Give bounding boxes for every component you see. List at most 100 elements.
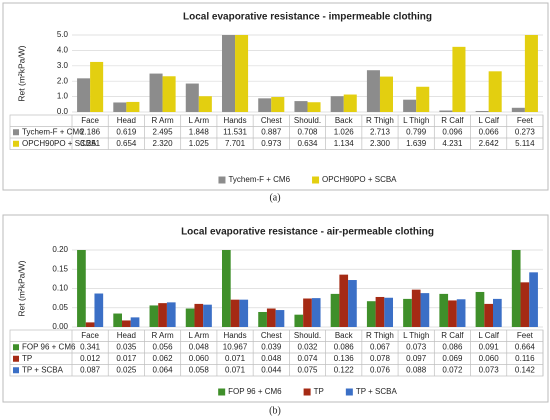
bar xyxy=(456,299,466,327)
table-value: 11.531 xyxy=(223,127,247,136)
x-tick-label: Should. xyxy=(294,116,321,125)
bar xyxy=(511,107,525,112)
x-tick-label: R Calf xyxy=(441,116,464,125)
table-value: 2.495 xyxy=(153,127,174,136)
table-series-name: TP xyxy=(22,354,32,363)
table-value: 0.799 xyxy=(406,127,427,136)
bar xyxy=(158,303,167,327)
table-value: 0.072 xyxy=(442,365,463,374)
bar xyxy=(343,94,357,112)
bar xyxy=(493,298,502,327)
bar xyxy=(375,296,385,327)
plot xyxy=(77,35,538,112)
table-value: 0.664 xyxy=(515,342,536,351)
bar xyxy=(366,70,380,112)
x-tick-label: Feet xyxy=(517,331,534,340)
table-value: 0.012 xyxy=(80,354,101,363)
bar xyxy=(271,97,285,112)
x-tick-label: R Arm xyxy=(151,331,174,340)
table-value: 0.086 xyxy=(334,342,355,351)
bar xyxy=(185,308,195,327)
bar xyxy=(330,96,344,112)
bar xyxy=(330,293,340,327)
table-value: 0.071 xyxy=(225,354,246,363)
bar xyxy=(348,280,357,327)
table-series-name: OPCH90PO + SCBA xyxy=(22,139,97,148)
table-value: 0.044 xyxy=(261,365,282,374)
table-swatch xyxy=(13,140,19,147)
chart-title: Local evaporative resistance - air-perme… xyxy=(181,227,434,238)
bar xyxy=(113,102,127,112)
caption: (b) xyxy=(269,405,281,416)
table-swatch xyxy=(13,129,19,136)
table-value: 0.069 xyxy=(442,354,463,363)
table-series-name: Tychem-F + CM6 xyxy=(22,127,84,136)
legend: FOP 96 + CM6 TP TP + SCBA xyxy=(218,387,397,396)
table-value: 0.091 xyxy=(479,342,500,351)
bar xyxy=(258,98,272,112)
table-swatch xyxy=(13,367,19,374)
table-value: 0.048 xyxy=(189,342,210,351)
x-tick-label: Hands xyxy=(223,331,246,340)
bar xyxy=(266,308,276,327)
table-value: 1.134 xyxy=(334,139,355,148)
bar xyxy=(488,71,502,112)
table-value: 0.078 xyxy=(370,354,391,363)
table-value: 0.634 xyxy=(297,139,318,148)
x-tick-label: L Calf xyxy=(478,331,499,340)
bar xyxy=(221,35,236,112)
x-tick-label: R Thigh xyxy=(366,331,394,340)
legend-label: FOP 96 + CM6 xyxy=(228,387,282,396)
legend-swatch xyxy=(303,388,311,396)
table-swatch xyxy=(13,355,19,362)
table-value: 2.713 xyxy=(370,127,391,136)
x-tick-label: Face xyxy=(81,116,99,125)
bar xyxy=(303,298,312,327)
table-value: 0.066 xyxy=(479,127,500,136)
y-tick-label: 0.20 xyxy=(52,245,68,254)
x-tick-label: Back xyxy=(335,116,354,125)
table-value: 0.058 xyxy=(189,365,210,374)
x-tick-label: L Thigh xyxy=(403,116,429,125)
table-value: 0.087 xyxy=(80,365,101,374)
table-value: 0.097 xyxy=(406,354,427,363)
bar xyxy=(294,101,308,112)
bar xyxy=(403,99,417,112)
table-value: 0.096 xyxy=(442,127,463,136)
bar xyxy=(307,102,321,112)
bar xyxy=(77,78,91,112)
table-value: 0.056 xyxy=(153,342,174,351)
table-value: 2.320 xyxy=(153,139,174,148)
table-swatch xyxy=(13,344,19,351)
y-axis-label: Ret (m²kPa/W) xyxy=(16,260,26,316)
table-value: 10.967 xyxy=(223,342,248,351)
table-value: 0.973 xyxy=(261,139,282,148)
legend-label: TP + SCBA xyxy=(356,387,398,396)
table-value: 0.341 xyxy=(80,342,101,351)
table-value: 0.136 xyxy=(334,354,355,363)
table-value: 0.060 xyxy=(189,354,210,363)
legend-label: TP xyxy=(314,387,324,396)
bar xyxy=(203,304,212,327)
chart-title: Local evaporative resistance - impermeab… xyxy=(183,12,432,23)
table-value: 3.251 xyxy=(80,139,101,148)
bar xyxy=(162,76,176,112)
legend-swatch xyxy=(218,176,226,184)
table-value: 2.642 xyxy=(479,139,500,148)
x-tick-label: Should. xyxy=(294,331,321,340)
table-value: 0.116 xyxy=(515,354,535,363)
bar xyxy=(166,302,176,327)
table-value: 0.073 xyxy=(479,365,500,374)
bar xyxy=(294,314,304,327)
x-tick-label: Face xyxy=(81,331,99,340)
y-tick-label: 1.0 xyxy=(57,92,69,101)
bar xyxy=(121,320,131,327)
bar xyxy=(194,303,204,327)
bar xyxy=(420,293,430,327)
y-tick-label: 3.0 xyxy=(57,61,69,70)
table-value: 0.067 xyxy=(370,342,391,351)
y-tick-label: 0.05 xyxy=(52,303,68,312)
bar xyxy=(149,73,163,112)
table-value: 0.035 xyxy=(116,342,137,351)
table-value: 0.064 xyxy=(153,365,174,374)
